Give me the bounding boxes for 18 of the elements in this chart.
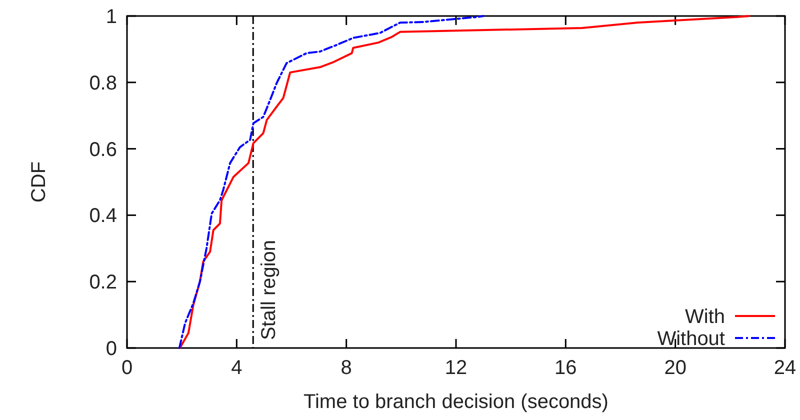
y-tick-label: 0.2 [89, 272, 117, 294]
y-tick-label: 1 [106, 6, 117, 28]
x-tick-label: 0 [121, 357, 133, 379]
y-tick-label: 0.6 [89, 138, 117, 161]
legend-label: With [685, 306, 725, 328]
x-tick-label: 4 [231, 357, 242, 379]
y-axis-title: CDF [28, 161, 50, 203]
y-tick-label: 0.8 [89, 72, 117, 94]
x-tick-label: 24 [774, 357, 796, 379]
legend-label: Without [657, 328, 726, 350]
x-tick-label: 20 [664, 357, 686, 379]
x-tick-label: 8 [340, 357, 352, 379]
y-tick-label: 0 [106, 338, 117, 360]
y-tick-label: 0.4 [89, 205, 117, 228]
x-tick-label: 12 [444, 357, 468, 379]
ref-line-label: Stall region [258, 240, 280, 340]
x-tick-label: 16 [554, 357, 577, 379]
x-axis-title: Time to branch decision (seconds) [304, 391, 608, 413]
